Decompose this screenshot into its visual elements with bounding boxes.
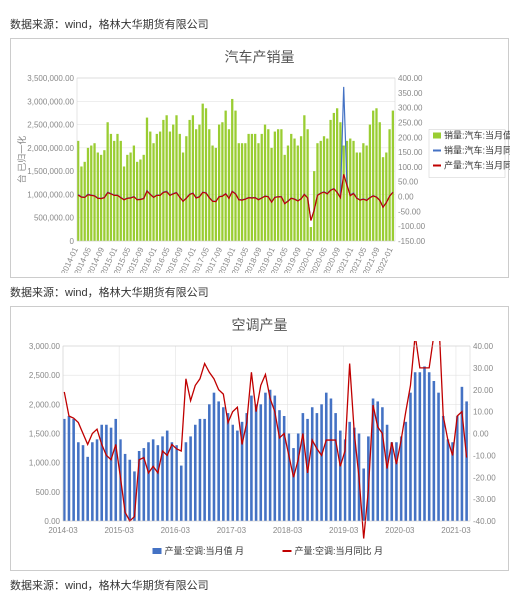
svg-text:500.00: 500.00 (36, 488, 61, 497)
svg-text:2020-03: 2020-03 (385, 526, 415, 535)
source-text-2: 数据来源：wind，格林大华期货有限公司 (10, 284, 509, 300)
chart-1-svg: 0 500,000.00 1,000,000.00 1,500,000.00 2,000… (15, 73, 510, 273)
chart-1-title: 汽车产销量 (15, 47, 504, 67)
svg-text:3,000,000.00: 3,000,000.00 (27, 97, 74, 106)
svg-text:台 已归一化: 台 已归一化 (16, 136, 27, 184)
svg-text:2018-03: 2018-03 (273, 526, 303, 535)
svg-text:0: 0 (70, 237, 75, 246)
chart-2-title: 空调产量 (15, 315, 504, 335)
svg-text:2,000.00: 2,000.00 (29, 400, 61, 409)
svg-text:-150.00: -150.00 (398, 237, 426, 246)
svg-text:500,000.00: 500,000.00 (34, 214, 75, 223)
svg-text:2,500.00: 2,500.00 (29, 371, 61, 380)
svg-text:3,500,000.00: 3,500,000.00 (27, 74, 74, 83)
svg-text:0.00: 0.00 (473, 430, 489, 439)
source-text-1: 数据来源：wind，格林大华期货有限公司 (10, 16, 509, 32)
svg-text:300.00: 300.00 (398, 104, 423, 113)
svg-text:2,000,000.00: 2,000,000.00 (27, 144, 74, 153)
svg-text:250.00: 250.00 (398, 118, 423, 127)
svg-text:-10.00: -10.00 (473, 451, 496, 460)
svg-text:产量:空调:当月同比 月: 产量:空调:当月同比 月 (295, 545, 384, 556)
svg-text:50.00: 50.00 (398, 178, 419, 187)
svg-text:40.00: 40.00 (473, 342, 494, 351)
svg-text:2014-03: 2014-03 (48, 526, 78, 535)
chart-2-svg: 0.00 500.00 1,000.00 1,500.00 2,000.00 2,500.… (15, 341, 510, 566)
svg-text:10.00: 10.00 (473, 408, 494, 417)
svg-text:-100.00: -100.00 (398, 222, 426, 231)
svg-text:销量:汽车:当月同比 月: 销量:汽车:当月同比 月 (444, 145, 510, 156)
chart-auto-prod-sales: 汽车产销量 0 500,000.00 1,000,000.00 1,500,000.0… (10, 38, 509, 278)
svg-text:0.00: 0.00 (44, 517, 60, 526)
source-text-3: 数据来源：wind，格林大华期货有限公司 (10, 577, 509, 593)
svg-text:产量:空调:当月值 月: 产量:空调:当月值 月 (165, 545, 245, 556)
svg-text:1,000.00: 1,000.00 (29, 459, 61, 468)
svg-text:1,000,000.00: 1,000,000.00 (27, 190, 74, 199)
chart-ac-prod: 空调产量 0.00 500.00 1,000.00 1,500.00 2,000.00 2… (10, 306, 509, 571)
svg-text:产量:汽车:当月同比 月: 产量:汽车:当月同比 月 (444, 160, 510, 171)
svg-text:2015-03: 2015-03 (104, 526, 134, 535)
svg-text:200.00: 200.00 (398, 133, 423, 142)
svg-text:2017-03: 2017-03 (217, 526, 247, 535)
svg-text:-20.00: -20.00 (473, 473, 496, 482)
svg-text:2019-03: 2019-03 (329, 526, 359, 535)
svg-text:2016-03: 2016-03 (161, 526, 191, 535)
svg-text:100.00: 100.00 (398, 163, 423, 172)
svg-text:-40.00: -40.00 (473, 517, 496, 526)
svg-text:3,000.00: 3,000.00 (29, 342, 61, 351)
svg-text:0.00: 0.00 (398, 193, 414, 202)
svg-text:-30.00: -30.00 (473, 495, 496, 504)
svg-text:1,500.00: 1,500.00 (29, 430, 61, 439)
svg-text:1,500,000.00: 1,500,000.00 (27, 167, 74, 176)
svg-text:2021-03: 2021-03 (441, 526, 471, 535)
svg-text:销量:汽车:当月值 月: 销量:汽车:当月值 月 (444, 130, 510, 141)
svg-text:20.00: 20.00 (473, 386, 494, 395)
svg-text:400.00: 400.00 (398, 74, 423, 83)
svg-text:150.00: 150.00 (398, 148, 423, 157)
svg-text:30.00: 30.00 (473, 364, 494, 373)
svg-text:350.00: 350.00 (398, 89, 423, 98)
svg-text:-50.00: -50.00 (398, 207, 421, 216)
svg-text:2,500,000.00: 2,500,000.00 (27, 121, 74, 130)
